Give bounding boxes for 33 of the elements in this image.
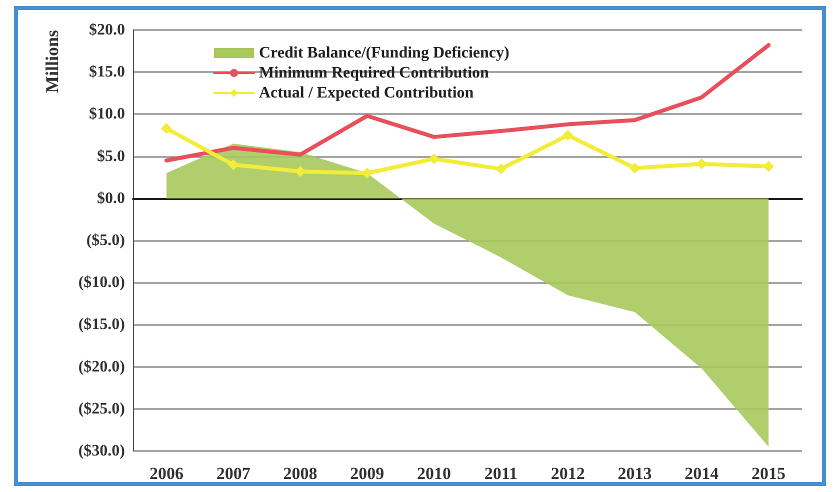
- y-tick-label: ($15.0): [78, 316, 125, 334]
- x-tick-label: 2010: [417, 464, 452, 483]
- x-tick-label: 2011: [484, 464, 518, 483]
- x-tick-label: 2014: [684, 464, 720, 483]
- y-tick-label: $15.0: [89, 64, 125, 81]
- x-tick-label: 2012: [550, 464, 585, 483]
- point: [428, 153, 440, 164]
- x-tick-label: 2009: [350, 464, 384, 483]
- y-tick-label: ($20.0): [78, 358, 125, 376]
- point: [763, 160, 774, 172]
- y-tick-label: $10.0: [89, 106, 125, 123]
- y-tick-label: ($30.0): [78, 442, 125, 460]
- x-tick-label: 2007: [216, 464, 251, 483]
- y-tick-label: $5.0: [97, 148, 125, 165]
- x-tick-label: 2015: [752, 464, 786, 483]
- y-tick-label: $0.0: [97, 190, 125, 207]
- y-tick-label: $20.0: [89, 22, 125, 38]
- y-tick-label: ($25.0): [78, 400, 125, 418]
- point: [160, 123, 172, 134]
- x-tick-label: 2013: [618, 464, 652, 483]
- point: [228, 159, 239, 170]
- point: [629, 162, 640, 174]
- legend-label: Actual / Expected Contribution: [259, 84, 474, 102]
- legend-label: Minimum Required Contribution: [259, 64, 490, 82]
- x-tick-label: 2008: [283, 464, 318, 483]
- x-tick-label: 2006: [149, 464, 184, 483]
- y-tick-label: ($10.0): [78, 274, 125, 292]
- point: [495, 163, 506, 174]
- y-tick-label: ($5.0): [86, 232, 125, 249]
- line-series: [164, 43, 771, 163]
- y-axis-title: Millions: [42, 30, 62, 94]
- point: [562, 130, 574, 141]
- legend-label: Credit Balance/(Funding Deficiency): [259, 44, 510, 62]
